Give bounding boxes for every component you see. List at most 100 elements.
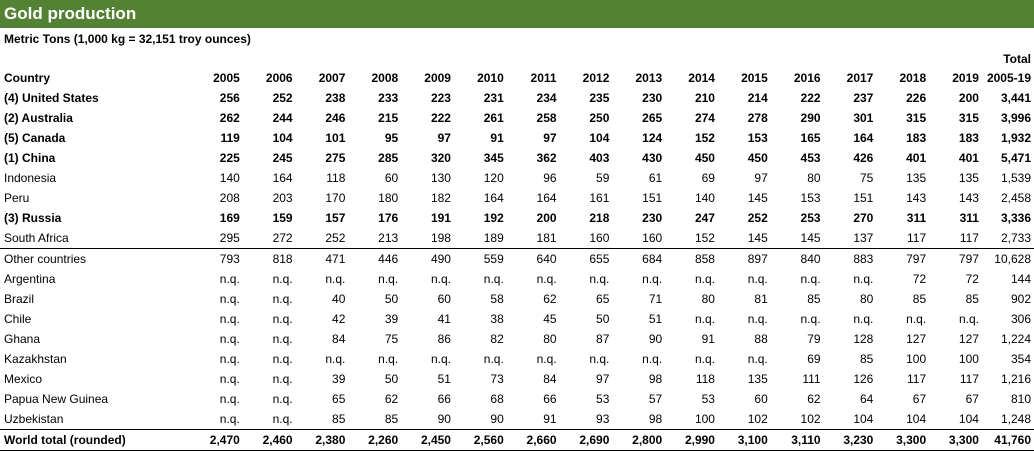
- data-table: Total Country 2005 2006 2007 2008 2009 2010 2011…: [0, 50, 1034, 451]
- row-label: (3) Russia: [4, 211, 62, 225]
- cell: 311: [906, 211, 927, 225]
- cell: 65: [332, 392, 346, 406]
- cell: 91: [543, 412, 557, 426]
- cell: 245: [272, 151, 293, 165]
- header-cell: [190, 50, 243, 68]
- cell: 58: [490, 292, 504, 306]
- cell: 655: [559, 248, 613, 269]
- cell: 85: [860, 352, 874, 366]
- cell: 102: [747, 412, 768, 426]
- cell: 153: [800, 191, 821, 205]
- cell: n.q.: [219, 392, 240, 406]
- cell: 2,458: [1000, 191, 1031, 205]
- table-row: Kazakhstan n.q. n.q. n.q. n.q. n.q. n.q. n.q. n.…: [0, 349, 1034, 369]
- cell: 71: [648, 292, 663, 306]
- cell: n.q.: [219, 312, 240, 326]
- cell: 160: [589, 231, 610, 245]
- cell: 98: [648, 372, 663, 386]
- cell: 85: [807, 292, 821, 306]
- table-row: (4) United States 256 252 238 233 223 231 234 23…: [0, 88, 1034, 108]
- cell: n.q.: [219, 332, 240, 346]
- cell: 95: [384, 131, 399, 145]
- cell: 233: [378, 91, 399, 105]
- table-row: Chile n.q. n.q. 42 39 41 38 45 50 51 n.q. n.q. n.q. n…: [0, 309, 1034, 329]
- cell: 67: [965, 392, 979, 406]
- cell: 66: [543, 392, 557, 406]
- header-cell: [507, 50, 560, 68]
- cell: n.q.: [272, 392, 293, 406]
- cell: 315: [958, 111, 979, 125]
- cell: 101: [325, 131, 346, 145]
- cell: 883: [823, 248, 877, 269]
- cell: 80: [807, 171, 821, 185]
- cell: 231: [483, 91, 504, 105]
- cell: 69: [701, 171, 715, 185]
- cell: 1,932: [1000, 131, 1031, 145]
- cell: n.q.: [642, 272, 663, 286]
- cell: 252: [747, 211, 768, 225]
- cell: 354: [1010, 352, 1031, 366]
- cell: 72: [912, 272, 927, 286]
- row-label: Ghana: [4, 332, 41, 346]
- table-row: Brazil n.q. n.q. 40 50 60 58 62 65 71 80 81 85 80 85 85…: [0, 289, 1034, 309]
- cell: 126: [853, 372, 874, 386]
- header-cell: 2015: [741, 71, 768, 85]
- cell: n.q.: [747, 272, 768, 286]
- cell: 897: [717, 248, 771, 269]
- cell: 104: [853, 412, 874, 426]
- cell: n.q.: [694, 352, 715, 366]
- cell: 130: [430, 171, 451, 185]
- cell: n.q.: [747, 312, 768, 326]
- cell: 362: [536, 151, 557, 165]
- row-label: Argentina: [4, 272, 56, 286]
- header-cell: 2010: [477, 71, 504, 85]
- cell: 183: [958, 131, 979, 145]
- cell: 40: [332, 292, 346, 306]
- title-bar: Gold production: [0, 0, 1034, 28]
- table-row: (1) China 225 245 275 285 320 345 362 403 430 450 4…: [0, 148, 1034, 168]
- subtitle: Metric Tons (1,000 kg = 32,151 troy ounc…: [4, 32, 251, 46]
- row-label: South Africa: [4, 231, 69, 245]
- row-label: Indonesia: [4, 171, 57, 185]
- table-row: World total (rounded) 2,470 2,460 2,380 2,26…: [0, 429, 1034, 451]
- header-cell: [243, 50, 296, 68]
- header-cell: [876, 50, 929, 68]
- cell: 66: [437, 392, 451, 406]
- cell: 60: [384, 171, 399, 185]
- cell: 471: [295, 248, 349, 269]
- cell: 2,260: [348, 429, 402, 451]
- cell: 198: [430, 231, 451, 245]
- cell: 182: [430, 191, 451, 205]
- cell: 244: [272, 111, 293, 125]
- cell: 252: [272, 91, 293, 105]
- cell: n.q.: [219, 372, 240, 386]
- cell: 250: [589, 111, 610, 125]
- cell: 159: [272, 211, 293, 225]
- cell: 144: [1010, 272, 1031, 286]
- cell: 120: [483, 171, 504, 185]
- total-header-row: Total: [0, 50, 1034, 68]
- cell: 57: [648, 392, 663, 406]
- cell: 218: [589, 211, 610, 225]
- cell: n.q.: [747, 352, 768, 366]
- cell: 2,380: [295, 429, 349, 451]
- cell: 60: [754, 392, 768, 406]
- cell: n.q.: [272, 352, 293, 366]
- cell: n.q.: [694, 312, 715, 326]
- cell: 87: [596, 332, 610, 346]
- cell: 183: [906, 131, 927, 145]
- cell: 82: [490, 332, 504, 346]
- row-label: (2) Australia: [4, 111, 73, 125]
- cell: 230: [642, 211, 663, 225]
- header-cell: [665, 50, 718, 68]
- cell: 50: [384, 292, 399, 306]
- header-row: Country 2005 2006 2007 2008 2009 2010 2011 2012 2…: [0, 68, 1034, 88]
- cell: n.q.: [483, 352, 504, 366]
- cell: 96: [543, 171, 557, 185]
- cell: 170: [325, 191, 346, 205]
- cell: 2,660: [506, 429, 560, 451]
- cell: 2,560: [453, 429, 507, 451]
- cell: 235: [589, 91, 610, 105]
- cell: 135: [906, 171, 927, 185]
- cell: n.q.: [536, 272, 557, 286]
